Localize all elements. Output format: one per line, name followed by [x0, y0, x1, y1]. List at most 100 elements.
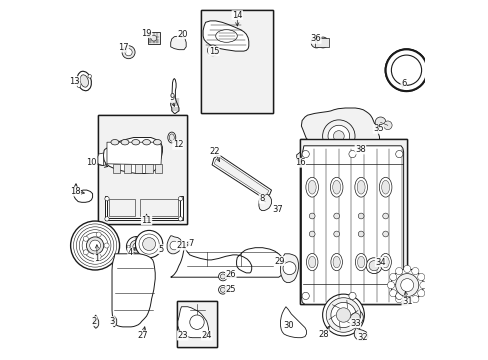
Polygon shape [98, 153, 103, 166]
Bar [299, 139, 406, 304]
Polygon shape [170, 78, 179, 113]
Text: 25: 25 [225, 285, 236, 294]
Polygon shape [140, 199, 178, 216]
Circle shape [403, 298, 410, 305]
Circle shape [218, 272, 227, 281]
Polygon shape [109, 199, 134, 216]
Polygon shape [301, 146, 403, 304]
Text: 12: 12 [172, 140, 183, 149]
Circle shape [127, 245, 130, 248]
Polygon shape [203, 21, 248, 51]
Circle shape [96, 254, 101, 259]
Ellipse shape [153, 140, 161, 145]
Polygon shape [155, 164, 162, 173]
Ellipse shape [355, 253, 366, 271]
Text: 1: 1 [94, 254, 100, 263]
Circle shape [347, 310, 363, 325]
Text: 11: 11 [141, 216, 151, 225]
Text: 28: 28 [318, 330, 328, 338]
Circle shape [104, 243, 109, 248]
Circle shape [366, 258, 381, 274]
Ellipse shape [381, 256, 388, 268]
Circle shape [79, 230, 111, 261]
Circle shape [220, 287, 225, 292]
Ellipse shape [332, 256, 340, 268]
Polygon shape [107, 142, 162, 165]
Circle shape [350, 313, 359, 322]
Circle shape [395, 274, 418, 297]
Circle shape [207, 45, 218, 56]
Text: 17: 17 [118, 43, 128, 52]
Circle shape [209, 48, 215, 53]
Ellipse shape [381, 180, 389, 194]
Circle shape [390, 55, 421, 85]
Polygon shape [145, 164, 152, 173]
Text: 2: 2 [92, 317, 97, 325]
Polygon shape [104, 196, 182, 220]
Polygon shape [178, 307, 208, 338]
Circle shape [133, 243, 140, 250]
Circle shape [151, 35, 156, 41]
Circle shape [302, 292, 309, 300]
Circle shape [322, 294, 364, 336]
Polygon shape [134, 164, 142, 173]
Polygon shape [113, 164, 120, 173]
Text: 20: 20 [177, 30, 187, 39]
Text: 27: 27 [138, 331, 148, 340]
Ellipse shape [332, 180, 340, 194]
Text: 15: 15 [208, 46, 219, 55]
Circle shape [126, 237, 146, 257]
Circle shape [358, 231, 363, 237]
Circle shape [419, 282, 426, 289]
Circle shape [348, 292, 355, 300]
Text: 7: 7 [188, 238, 194, 248]
Circle shape [302, 150, 309, 158]
Circle shape [348, 150, 355, 158]
Polygon shape [170, 36, 186, 50]
Circle shape [400, 279, 413, 292]
Circle shape [218, 285, 227, 294]
Circle shape [88, 75, 91, 78]
Ellipse shape [169, 134, 174, 141]
Text: 19: 19 [141, 29, 151, 37]
Polygon shape [103, 138, 162, 174]
Circle shape [82, 233, 108, 258]
Polygon shape [167, 236, 181, 254]
Circle shape [330, 302, 355, 328]
Circle shape [395, 150, 402, 158]
Text: 22: 22 [209, 148, 220, 156]
Circle shape [417, 289, 424, 297]
Circle shape [178, 217, 182, 221]
Polygon shape [258, 194, 271, 211]
Polygon shape [301, 108, 379, 156]
Ellipse shape [357, 256, 364, 268]
Ellipse shape [330, 253, 342, 271]
Circle shape [383, 121, 391, 130]
Circle shape [96, 232, 101, 237]
Polygon shape [123, 164, 131, 173]
Ellipse shape [308, 256, 315, 268]
Text: 10: 10 [86, 158, 97, 167]
Circle shape [104, 217, 109, 221]
Ellipse shape [167, 132, 175, 143]
Circle shape [73, 224, 117, 267]
Circle shape [135, 237, 138, 240]
Polygon shape [170, 246, 284, 277]
Circle shape [130, 240, 142, 253]
Bar [98, 115, 187, 224]
Circle shape [395, 292, 402, 300]
Text: 32: 32 [357, 333, 367, 342]
Circle shape [283, 262, 295, 275]
Circle shape [142, 238, 155, 251]
Circle shape [390, 269, 423, 301]
Circle shape [322, 120, 354, 152]
Circle shape [382, 231, 387, 237]
Circle shape [135, 253, 138, 256]
Polygon shape [214, 158, 268, 196]
Circle shape [122, 46, 135, 59]
Circle shape [417, 274, 424, 281]
Text: 33: 33 [349, 319, 360, 328]
Circle shape [317, 37, 328, 48]
Ellipse shape [80, 75, 88, 87]
Circle shape [385, 49, 427, 91]
